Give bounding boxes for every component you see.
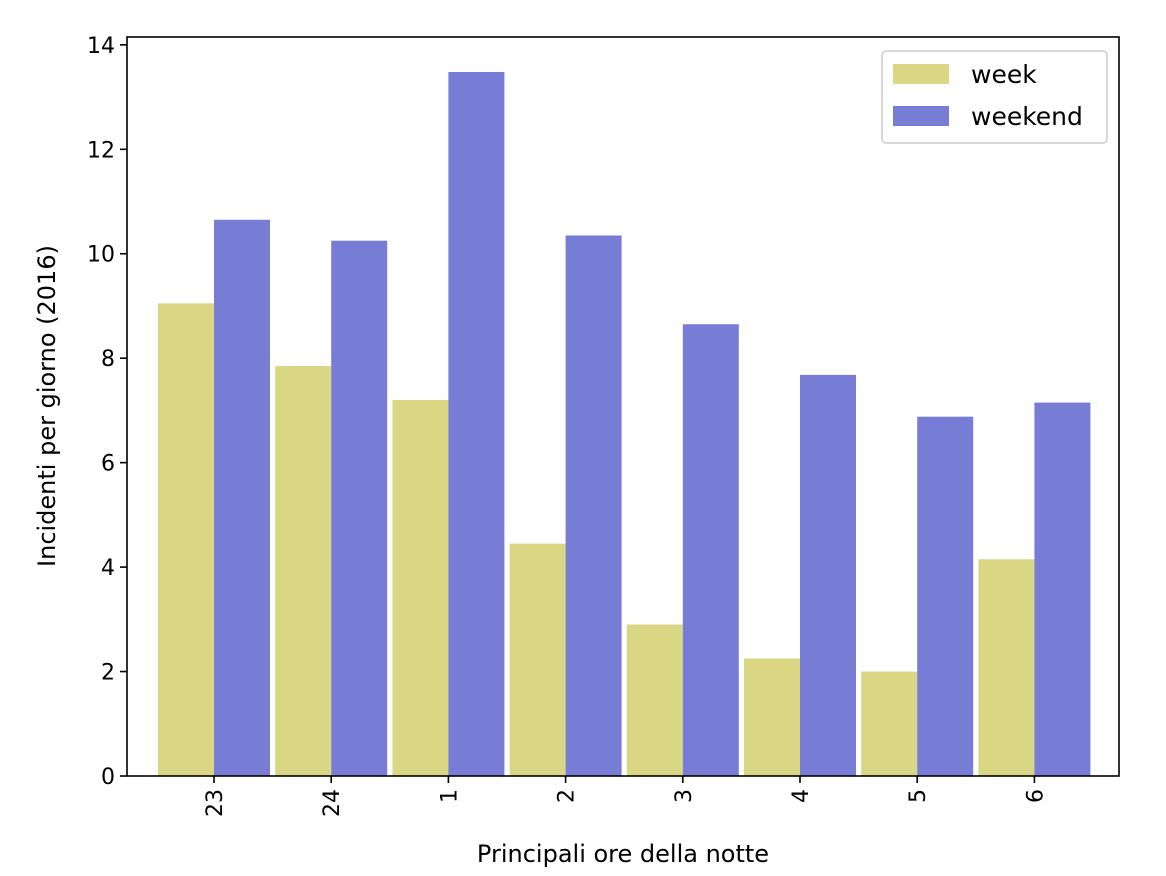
y-axis-label: Incidenti per giorno (2016) (33, 245, 61, 567)
bar-weekend-2 (565, 235, 622, 777)
bar-week-2 (509, 543, 566, 776)
y-tick-label: 14 (87, 34, 115, 59)
legend-label-weekend: weekend (971, 102, 1083, 131)
y-tick-label: 8 (101, 347, 115, 372)
x-axis: 23 24 1 2 3 4 5 6 (203, 776, 1048, 817)
legend-swatch-week (893, 64, 949, 84)
plot-frame (126, 36, 1120, 777)
y-tick-label: 12 (87, 138, 115, 163)
bar-weekend-6 (1034, 402, 1091, 776)
bar-week-6 (978, 559, 1035, 776)
x-tick-label: 1 (437, 789, 462, 803)
bar-weekend-23 (214, 219, 270, 777)
bars-group (158, 71, 1091, 777)
x-tick-label: 3 (672, 789, 697, 803)
legend-label-week: week (971, 60, 1037, 89)
y-tick-label: 6 (101, 452, 115, 477)
x-tick-label: 24 (320, 789, 345, 817)
y-tick-label: 4 (101, 556, 115, 581)
bar-weekend-5 (917, 416, 974, 776)
x-axis-label: Principali ore della notte (477, 840, 769, 868)
x-tick-label: 2 (555, 789, 580, 803)
bar-week-5 (861, 671, 918, 776)
x-tick-label: 4 (789, 789, 814, 803)
bar-week-4 (744, 658, 800, 776)
y-tick-label: 10 (87, 243, 115, 268)
bar-week-24 (275, 366, 332, 776)
bar-weekend-4 (800, 374, 856, 776)
x-tick-label: 23 (203, 789, 228, 817)
y-axis: 0 2 4 6 8 10 12 14 (87, 34, 127, 790)
bar-weekend-3 (682, 324, 739, 776)
x-tick-label: 6 (1023, 789, 1048, 803)
legend: week weekend (881, 50, 1108, 144)
x-tick-label: 5 (906, 789, 931, 803)
bar-weekend-1 (448, 71, 505, 776)
y-tick-label: 0 (101, 765, 115, 790)
bar-week-3 (626, 624, 683, 776)
legend-swatch-weekend (893, 106, 949, 126)
bar-weekend-24 (331, 240, 388, 776)
bar-week-23 (158, 303, 214, 776)
y-tick-label: 2 (101, 661, 115, 686)
bar-week-1 (392, 399, 449, 776)
